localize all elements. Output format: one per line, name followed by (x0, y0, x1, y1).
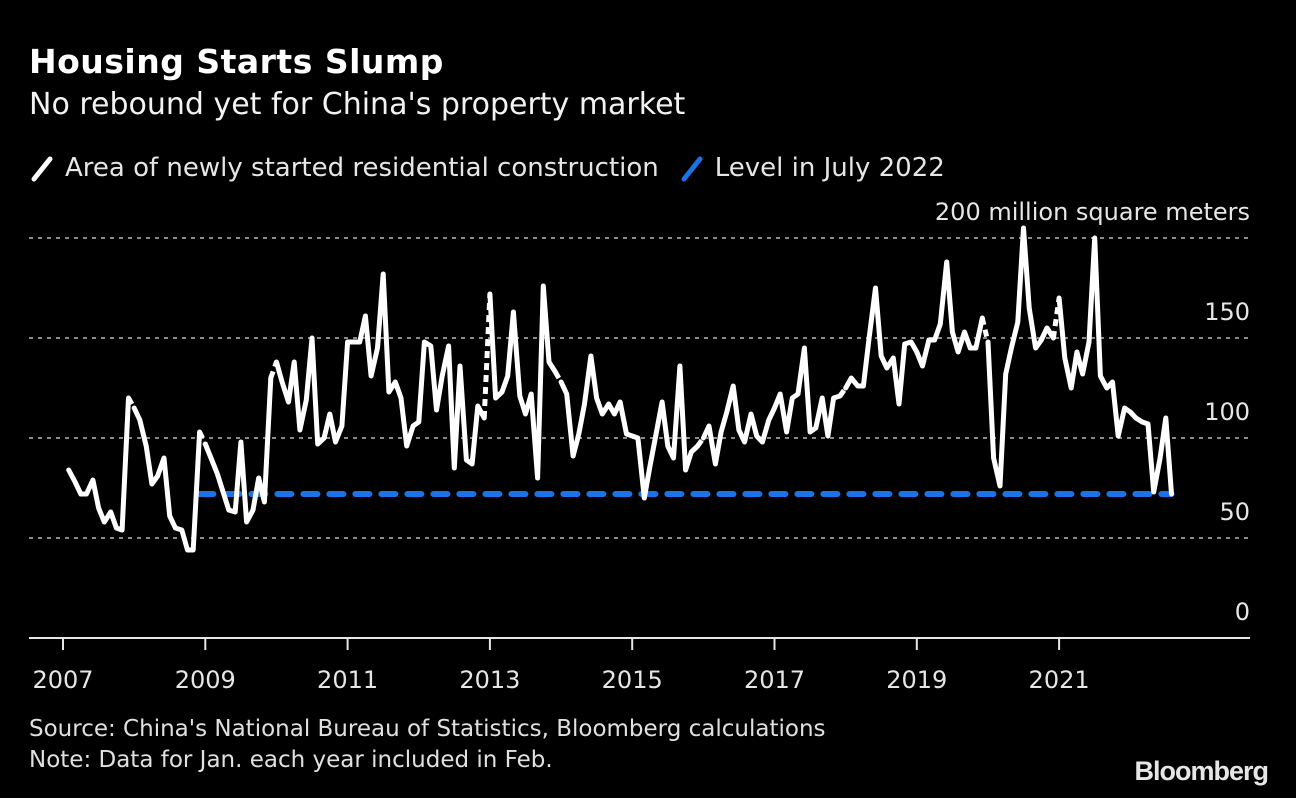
series-segment-11 (1127, 409, 1174, 497)
series-segment-4 (416, 339, 487, 471)
legend-label-construction: Area of newly started residential constr… (65, 153, 659, 183)
y-tick-label-50: 50 (1219, 498, 1250, 526)
bloomberg-logo: Bloomberg (1134, 756, 1269, 786)
series-segment-7 (700, 345, 843, 467)
legend: Area of newly started residential constr… (29, 150, 965, 186)
series-segment-10 (1056, 235, 1128, 439)
series-gap-connector-9 (1050, 297, 1062, 339)
footer: Source: China's National Bureau of Stati… (29, 714, 826, 776)
data-note: Note: Data for Jan. each year included i… (29, 747, 553, 773)
series-segment-5 (487, 283, 558, 481)
series-segment-1 (131, 405, 203, 553)
x-tick-label-2017: 2017 (744, 666, 805, 694)
series-segment-8 (843, 259, 985, 407)
series-segment-3 (274, 271, 416, 449)
series-gap-connector-2 (268, 361, 279, 379)
blue-line-swatch-icon (681, 156, 703, 182)
legend-label-july-level: Level in July 2022 (714, 153, 945, 183)
source-note: Source: China's National Bureau of Stati… (29, 716, 826, 742)
chart-title: Housing Starts Slump (29, 42, 444, 81)
chart-subtitle: No rebound yet for China's property mark… (29, 87, 686, 122)
series-segment-9 (985, 225, 1056, 489)
x-tick-label-2007: 2007 (32, 666, 93, 694)
series-segment-2 (202, 375, 274, 525)
white-line-swatch-icon (31, 156, 53, 182)
x-tick-label-2019: 2019 (886, 666, 947, 694)
x-tick-label-2021: 2021 (1029, 666, 1090, 694)
series-gap-connector-8 (979, 317, 991, 343)
series-segment-6 (558, 353, 701, 501)
series-gap-connector-5 (553, 370, 564, 384)
series-gap-connector-6 (695, 436, 706, 448)
series-segment-0 (66, 395, 131, 533)
series-gap-connector-7 (837, 386, 848, 398)
series-gap-connector-4 (481, 293, 493, 419)
x-tick-label-2015: 2015 (602, 666, 663, 694)
x-tick-label-2013: 2013 (459, 666, 520, 694)
series-gap-connector-10 (1123, 405, 1132, 415)
x-tick-label-2011: 2011 (317, 666, 378, 694)
y-tick-label-150: 150 (1204, 298, 1250, 326)
series-gap-connector-3 (411, 419, 421, 429)
legend-item-construction: Area of newly started residential constr… (29, 153, 659, 183)
y-tick-label-100: 100 (1204, 398, 1250, 426)
y-tick-label-200: 200 million square meters (935, 198, 1250, 226)
series-gap-connector-0 (126, 396, 137, 410)
series-gap-connector-1 (197, 430, 208, 446)
y-tick-label-0: 0 (1235, 598, 1250, 626)
x-tick-label-2009: 2009 (175, 666, 236, 694)
legend-item-july-level: Level in July 2022 (679, 153, 945, 183)
